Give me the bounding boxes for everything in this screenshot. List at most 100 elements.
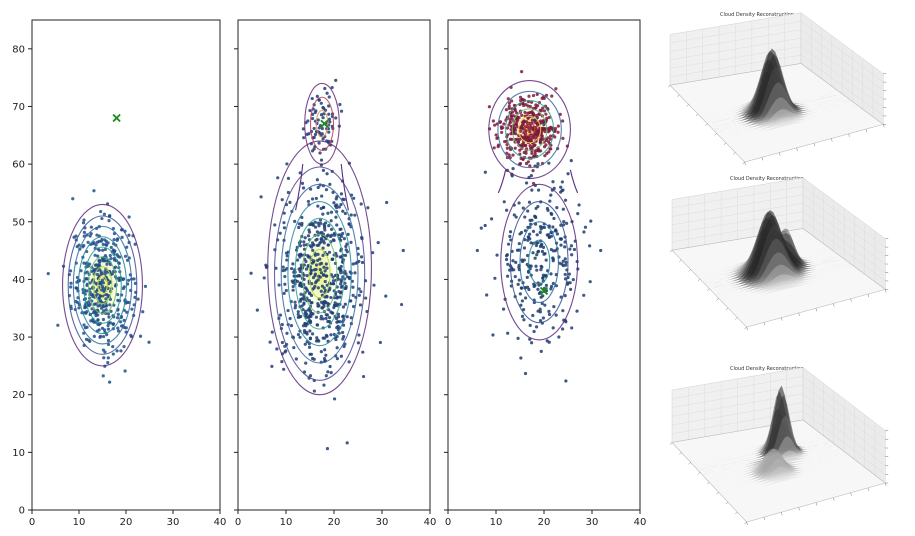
scatter-point xyxy=(310,282,314,286)
scatter-point xyxy=(357,293,361,297)
scatter-point xyxy=(281,268,285,273)
surface-title-1: Cloud Density Reconstruction xyxy=(720,12,794,18)
scatter-point xyxy=(554,313,558,317)
scatter-point xyxy=(94,243,98,247)
axis-tick xyxy=(763,517,766,521)
contour-line xyxy=(505,100,555,159)
scatter-point xyxy=(103,247,107,252)
scatter-point xyxy=(305,274,309,278)
scatter-point xyxy=(124,326,128,330)
scatter-point xyxy=(302,273,306,277)
scatter-point xyxy=(557,335,561,339)
scatter-point xyxy=(104,308,108,312)
scatter-point xyxy=(538,319,543,323)
scatter-point xyxy=(132,277,136,281)
scatter-point xyxy=(332,231,336,236)
scatter-point xyxy=(576,212,580,216)
scatter-point xyxy=(92,320,96,324)
scatter-point xyxy=(364,296,368,300)
scatter-point xyxy=(357,287,361,291)
scatter-point xyxy=(324,262,328,266)
surface-slice xyxy=(724,271,861,305)
scatter-point xyxy=(547,312,552,317)
axis-tick xyxy=(686,104,689,107)
scatter-point xyxy=(138,334,143,338)
scatter-point xyxy=(316,286,320,290)
scatter-point xyxy=(506,274,510,278)
scatter-point xyxy=(281,265,285,269)
scatter-point xyxy=(317,224,321,228)
scatter-point xyxy=(89,225,93,229)
scatter-point xyxy=(339,227,343,231)
scatter-point xyxy=(542,123,546,127)
scatter-point xyxy=(511,114,515,118)
scatter-point xyxy=(567,272,571,276)
scatter-point xyxy=(98,334,103,338)
scatter-point xyxy=(273,223,277,227)
scatter-point xyxy=(561,119,565,123)
scatter-point xyxy=(111,322,115,326)
scatter-point xyxy=(319,261,324,265)
scatter-point xyxy=(548,134,553,138)
scatter-point xyxy=(306,199,311,204)
axis-tick xyxy=(761,157,764,161)
scatter-point xyxy=(504,108,508,112)
scatter-point xyxy=(516,336,520,340)
scatter-point xyxy=(106,312,110,316)
scatter-point xyxy=(549,234,554,238)
scatter-point xyxy=(334,215,338,219)
y-tick-label: 10 xyxy=(12,448,25,459)
scatter-point xyxy=(292,270,296,274)
scatter-point xyxy=(511,153,515,157)
scatter-point xyxy=(325,266,329,270)
scatter-point xyxy=(101,294,105,298)
contour-neck-right xyxy=(569,169,579,194)
scatter-point xyxy=(347,222,351,226)
scatter-point xyxy=(282,367,286,371)
scatter-point xyxy=(352,196,356,200)
scatter-point xyxy=(522,120,526,124)
scatter-point xyxy=(339,354,343,358)
scatter-point xyxy=(325,283,329,287)
marker-x-stroke xyxy=(320,119,329,128)
scatter-point xyxy=(92,302,97,306)
scatter-point xyxy=(548,199,552,203)
scatter-point xyxy=(333,204,338,208)
contour-neck-left xyxy=(497,169,507,194)
scatter-point xyxy=(333,301,337,305)
scatter-point xyxy=(74,234,78,238)
scatter-point xyxy=(319,317,323,321)
scatter-point xyxy=(531,169,535,173)
scatter-point xyxy=(288,316,292,321)
scatter-point xyxy=(315,178,319,182)
scatter-point xyxy=(101,317,106,322)
scatter-point xyxy=(569,159,573,163)
scatter-point xyxy=(514,260,518,264)
scatter-point xyxy=(96,313,100,317)
scatter-point xyxy=(106,323,110,328)
scatter-point xyxy=(535,122,539,126)
surface-plot-3 xyxy=(669,366,889,526)
scatter-point xyxy=(496,143,501,147)
scatter-point xyxy=(120,235,124,239)
scatter-point xyxy=(533,283,537,288)
scatter-point xyxy=(121,277,125,282)
scatter-point xyxy=(97,259,101,263)
scatter-point xyxy=(563,245,567,249)
scatter-point xyxy=(324,333,328,337)
scatter-point xyxy=(339,192,344,196)
contour-line xyxy=(528,239,551,285)
scatter-point xyxy=(313,272,317,276)
scatter-point xyxy=(569,287,573,291)
axis-tick xyxy=(848,133,850,137)
scatter-point xyxy=(524,143,528,148)
scatter-point xyxy=(325,446,330,451)
axis-tick xyxy=(679,452,682,455)
scatter-point xyxy=(301,307,305,312)
contour-line xyxy=(92,266,113,305)
scatter-point xyxy=(104,297,108,301)
contour-line xyxy=(315,109,329,138)
scatter-point xyxy=(504,254,509,258)
scatter-point xyxy=(284,251,289,255)
scatter-point xyxy=(523,296,528,300)
